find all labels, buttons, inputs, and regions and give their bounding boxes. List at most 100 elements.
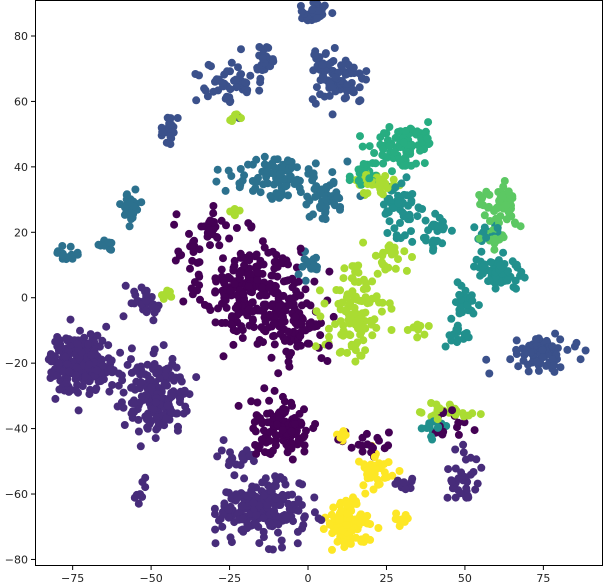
point-class-2: [556, 363, 565, 372]
point-class-0: [260, 384, 269, 393]
point-class-4: [433, 222, 442, 230]
point-class-0: [265, 436, 274, 445]
point-class-7: [384, 246, 393, 255]
point-class-0: [271, 431, 280, 439]
point-class-1: [150, 360, 159, 368]
point-class-2: [255, 86, 264, 95]
y-axis: −80 −60 −40 −20 0 20 40 60 80: [5, 30, 35, 566]
point-class-0: [236, 249, 245, 258]
point-class-0: [273, 420, 281, 429]
point-class-3: [312, 253, 320, 262]
point-class-2: [237, 45, 245, 54]
point-class-1: [119, 388, 128, 397]
point-class-0: [347, 443, 356, 452]
point-class-1: [224, 505, 233, 514]
point-class-2: [222, 92, 231, 101]
point-class-2: [572, 338, 581, 347]
point-class-0: [284, 327, 293, 336]
point-class-0: [263, 409, 271, 418]
point-class-8: [366, 473, 375, 482]
point-class-4: [391, 183, 400, 192]
point-class-7: [420, 330, 429, 339]
point-class-3: [262, 173, 271, 181]
point-class-3: [236, 180, 245, 189]
point-class-7: [371, 294, 379, 303]
y-tick-label: −40: [5, 423, 28, 436]
point-class-1: [168, 354, 177, 363]
point-class-1: [408, 474, 417, 483]
point-class-0: [278, 312, 287, 321]
point-class-1: [163, 401, 172, 410]
point-class-6: [504, 207, 513, 216]
point-class-8: [342, 500, 351, 509]
point-class-1: [238, 453, 247, 462]
point-class-0: [260, 243, 269, 252]
point-class-0: [232, 224, 241, 232]
point-class-5: [385, 141, 394, 150]
point-class-2: [191, 70, 200, 78]
point-class-2: [330, 44, 339, 52]
point-class-1: [274, 528, 282, 537]
point-class-5: [401, 161, 410, 170]
point-class-2: [231, 75, 240, 84]
point-class-2: [512, 345, 521, 354]
point-class-2: [223, 67, 232, 76]
point-class-7: [373, 269, 382, 278]
point-class-8: [391, 515, 400, 523]
point-class-1: [243, 524, 251, 533]
point-class-1: [259, 514, 268, 523]
point-class-1: [76, 326, 84, 335]
point-class-4: [474, 301, 483, 310]
point-class-1: [310, 493, 319, 502]
point-class-3: [260, 152, 269, 161]
point-class-1: [137, 283, 146, 292]
point-class-1: [192, 373, 201, 382]
point-class-4: [452, 325, 461, 334]
point-class-1: [272, 494, 281, 503]
point-class-4: [396, 234, 405, 243]
point-class-0: [273, 272, 282, 281]
point-class-1: [155, 374, 164, 383]
point-class-4: [457, 281, 466, 290]
point-class-1: [152, 305, 161, 314]
y-tick-label: 40: [14, 161, 28, 174]
point-class-4: [402, 173, 411, 182]
point-class-0: [358, 447, 367, 456]
point-class-0: [287, 398, 296, 407]
point-class-0: [317, 354, 326, 363]
point-class-0: [170, 220, 179, 229]
point-class-1: [225, 457, 234, 466]
point-class-0: [230, 256, 239, 265]
point-class-7: [361, 324, 370, 333]
point-class-8: [319, 525, 328, 533]
point-class-6: [499, 191, 507, 200]
point-class-1: [99, 361, 108, 370]
point-class-0: [291, 312, 300, 321]
point-class-0: [217, 265, 226, 274]
point-class-2: [312, 83, 321, 92]
point-class-0: [211, 318, 220, 327]
point-class-0: [300, 441, 309, 450]
point-class-7: [359, 189, 368, 197]
point-class-1: [65, 367, 74, 376]
point-class-3: [298, 262, 307, 271]
point-class-0: [297, 301, 306, 310]
point-class-7: [230, 205, 239, 213]
point-class-4: [435, 213, 444, 222]
point-class-3: [295, 183, 304, 192]
point-class-4: [385, 217, 394, 226]
point-class-0: [185, 229, 193, 238]
point-class-7: [355, 296, 364, 305]
point-class-4: [504, 267, 512, 276]
point-class-5: [358, 142, 367, 151]
point-class-7: [165, 287, 174, 296]
point-class-8: [338, 526, 347, 535]
point-class-1: [174, 423, 182, 432]
point-class-1: [121, 281, 130, 290]
point-class-3: [252, 155, 261, 164]
point-class-1: [294, 498, 303, 507]
point-class-7: [346, 312, 355, 321]
point-class-1: [73, 339, 82, 348]
point-class-7: [376, 184, 385, 193]
point-class-1: [258, 478, 267, 487]
